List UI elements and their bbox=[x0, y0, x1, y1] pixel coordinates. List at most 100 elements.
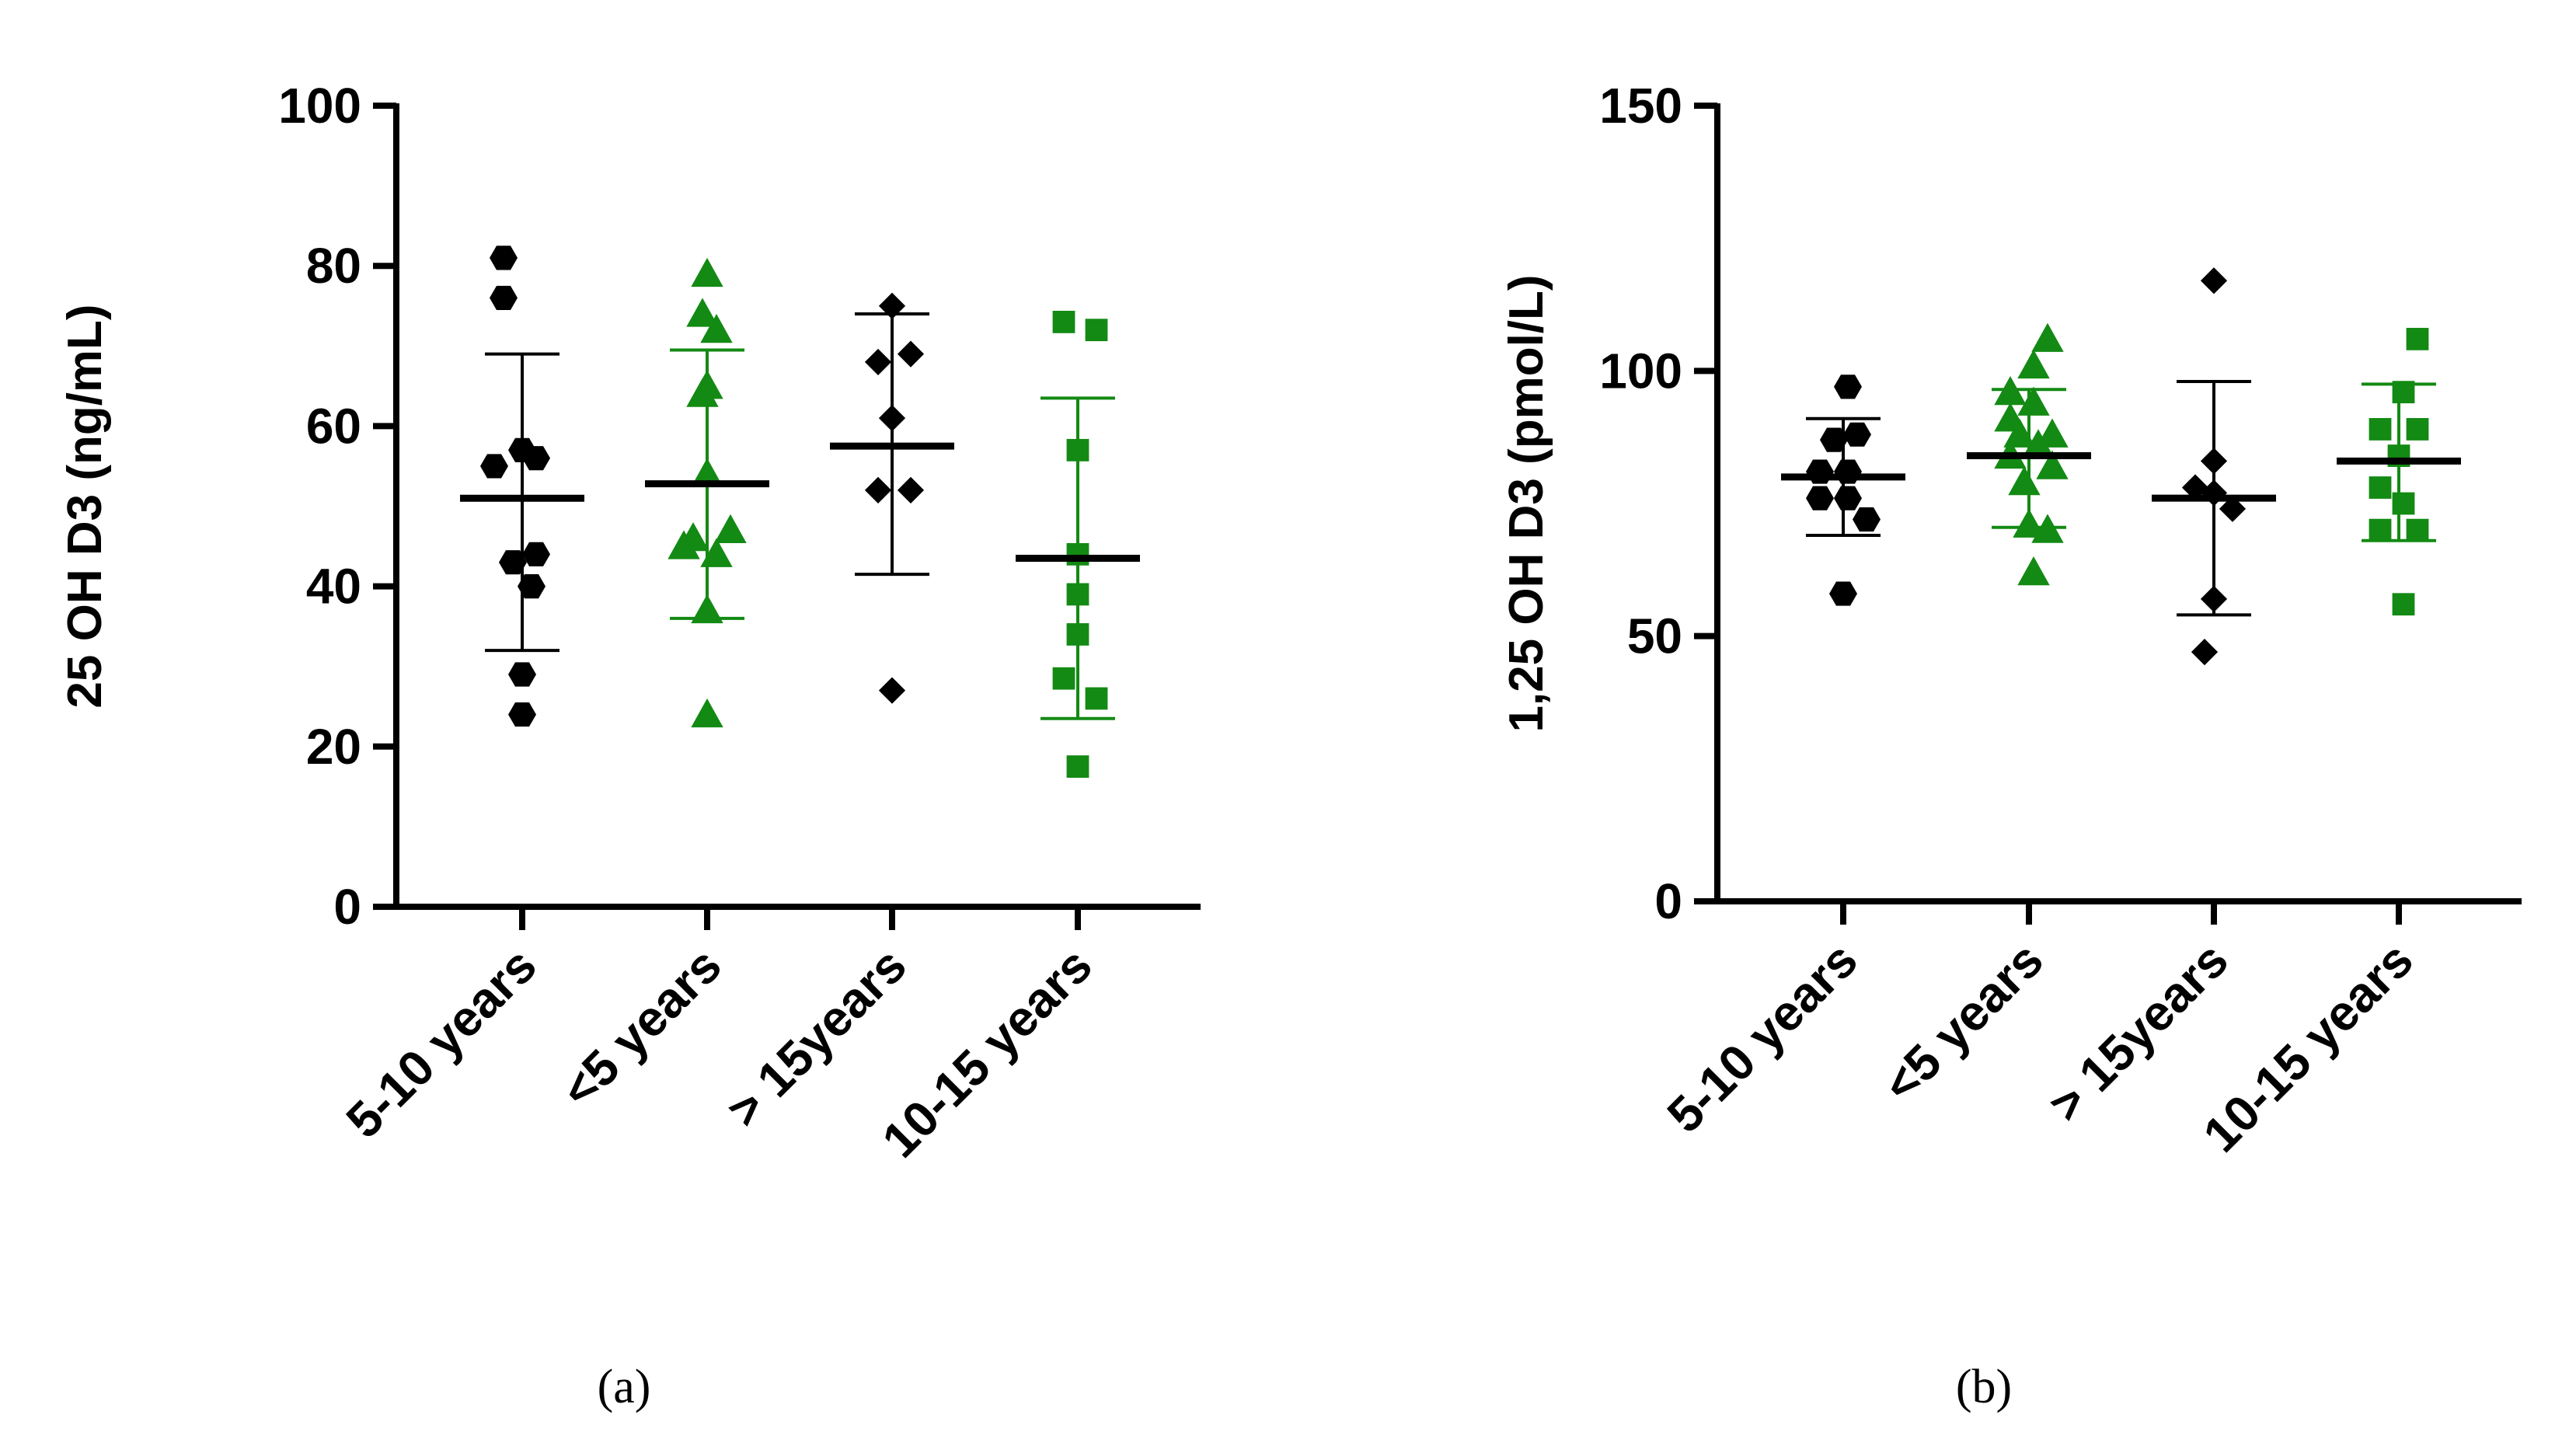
data-point bbox=[2200, 267, 2228, 294]
x-category-label: > 15years bbox=[2037, 932, 2239, 1133]
data-point bbox=[2017, 349, 2050, 379]
data-point bbox=[2008, 465, 2041, 496]
panel-a-chart: 0 20 40 60 80 100 25 OH D3 (ng/mL) 5-10 years <5… bbox=[58, 78, 1201, 1413]
data-group bbox=[645, 257, 769, 728]
data-point bbox=[691, 698, 723, 728]
data-point bbox=[2031, 514, 2064, 543]
data-point bbox=[691, 594, 723, 624]
x-category-label: 5-10 years bbox=[1657, 932, 1868, 1143]
data-point bbox=[878, 404, 906, 432]
data-point bbox=[1085, 687, 1108, 710]
y-tick-label: 100 bbox=[1599, 343, 1682, 399]
data-point bbox=[2200, 585, 2228, 612]
data-point bbox=[2200, 479, 2228, 507]
y-tick-label: 40 bbox=[306, 559, 361, 615]
data-point bbox=[897, 340, 925, 368]
data-point bbox=[1843, 422, 1871, 447]
data-point bbox=[1066, 542, 1089, 566]
data-point bbox=[508, 437, 536, 462]
data-point bbox=[2392, 492, 2415, 515]
data-group bbox=[1967, 322, 2091, 586]
data-point bbox=[2369, 476, 2392, 499]
data-point bbox=[522, 542, 550, 566]
data-point bbox=[2017, 556, 2050, 586]
data-point bbox=[2017, 386, 2050, 416]
data-group bbox=[2337, 327, 2461, 616]
data-group bbox=[1781, 375, 1905, 606]
data-point bbox=[508, 702, 536, 727]
data-group bbox=[1016, 310, 1140, 778]
data-point bbox=[518, 574, 546, 599]
data-point bbox=[2369, 518, 2392, 542]
panel-caption: (b) bbox=[1956, 1361, 2012, 1413]
y-tick-label: 80 bbox=[306, 238, 361, 294]
x-category-label: 5-10 years bbox=[336, 937, 547, 1148]
data-point bbox=[1066, 623, 1089, 646]
x-category-label: > 15years bbox=[716, 937, 917, 1138]
y-tick-label: 100 bbox=[278, 78, 361, 134]
data-point bbox=[1834, 375, 1862, 399]
data-point bbox=[2036, 450, 2069, 479]
data-point bbox=[490, 285, 518, 310]
data-point bbox=[2369, 418, 2392, 441]
data-point bbox=[2031, 322, 2064, 352]
data-point bbox=[691, 257, 723, 287]
data-point bbox=[700, 538, 733, 567]
x-category-label: <5 years bbox=[551, 937, 732, 1118]
y-tick-label: 60 bbox=[306, 398, 361, 454]
data-point bbox=[1806, 486, 1834, 510]
y-axis-title: 25 OH D3 (ng/mL) bbox=[58, 304, 112, 708]
y-tick-label: 0 bbox=[1654, 873, 1682, 929]
data-group bbox=[830, 292, 954, 704]
data-point bbox=[2191, 639, 2219, 666]
data-point bbox=[686, 298, 719, 327]
data-point bbox=[1066, 755, 1089, 778]
y-tick-label: 20 bbox=[306, 719, 361, 775]
data-point bbox=[1834, 486, 1862, 510]
data-point bbox=[2392, 381, 2415, 404]
data-point bbox=[2013, 508, 2045, 538]
data-point bbox=[1994, 375, 2027, 406]
data-group bbox=[460, 246, 584, 727]
data-point bbox=[490, 246, 518, 270]
y-tick-label: 150 bbox=[1599, 78, 1682, 134]
data-point bbox=[1052, 667, 1075, 690]
data-point bbox=[2392, 593, 2415, 616]
data-point bbox=[508, 662, 536, 687]
data-point bbox=[1066, 583, 1089, 606]
data-point bbox=[2406, 518, 2429, 542]
data-point bbox=[668, 530, 700, 559]
data-point bbox=[1085, 319, 1108, 342]
data-point bbox=[700, 313, 733, 343]
data-point bbox=[2022, 429, 2055, 458]
y-tick-label: 50 bbox=[1627, 608, 1682, 664]
data-point bbox=[1066, 438, 1089, 462]
data-point bbox=[2181, 474, 2209, 501]
data-point bbox=[864, 476, 892, 503]
data-point bbox=[480, 454, 508, 479]
y-axis-title: 1,25 OH D3 (pmol/L) bbox=[1500, 274, 1553, 732]
panel-b-chart: 0 50 100 150 1,25 OH D3 (pmol/L) 5-10 years <5… bbox=[1500, 78, 2522, 1413]
data-point bbox=[1853, 507, 1881, 532]
data-point bbox=[686, 378, 719, 407]
data-point bbox=[2200, 448, 2228, 475]
data-point bbox=[878, 292, 906, 319]
data-point bbox=[1052, 310, 1075, 333]
data-point bbox=[878, 677, 906, 704]
data-point bbox=[2406, 418, 2429, 441]
data-point bbox=[1829, 581, 1857, 606]
data-point bbox=[499, 550, 527, 575]
data-point bbox=[864, 348, 892, 376]
data-point bbox=[2219, 495, 2247, 522]
data-point bbox=[714, 514, 747, 543]
data-point bbox=[897, 476, 925, 503]
x-category-label: <5 years bbox=[1873, 932, 2054, 1113]
data-point bbox=[2003, 418, 2036, 448]
panel-caption: (a) bbox=[598, 1361, 651, 1413]
y-tick-label: 0 bbox=[333, 879, 361, 935]
data-point bbox=[1820, 427, 1848, 452]
data-group bbox=[2152, 267, 2276, 666]
data-point bbox=[2406, 327, 2429, 350]
data-point bbox=[691, 458, 723, 487]
